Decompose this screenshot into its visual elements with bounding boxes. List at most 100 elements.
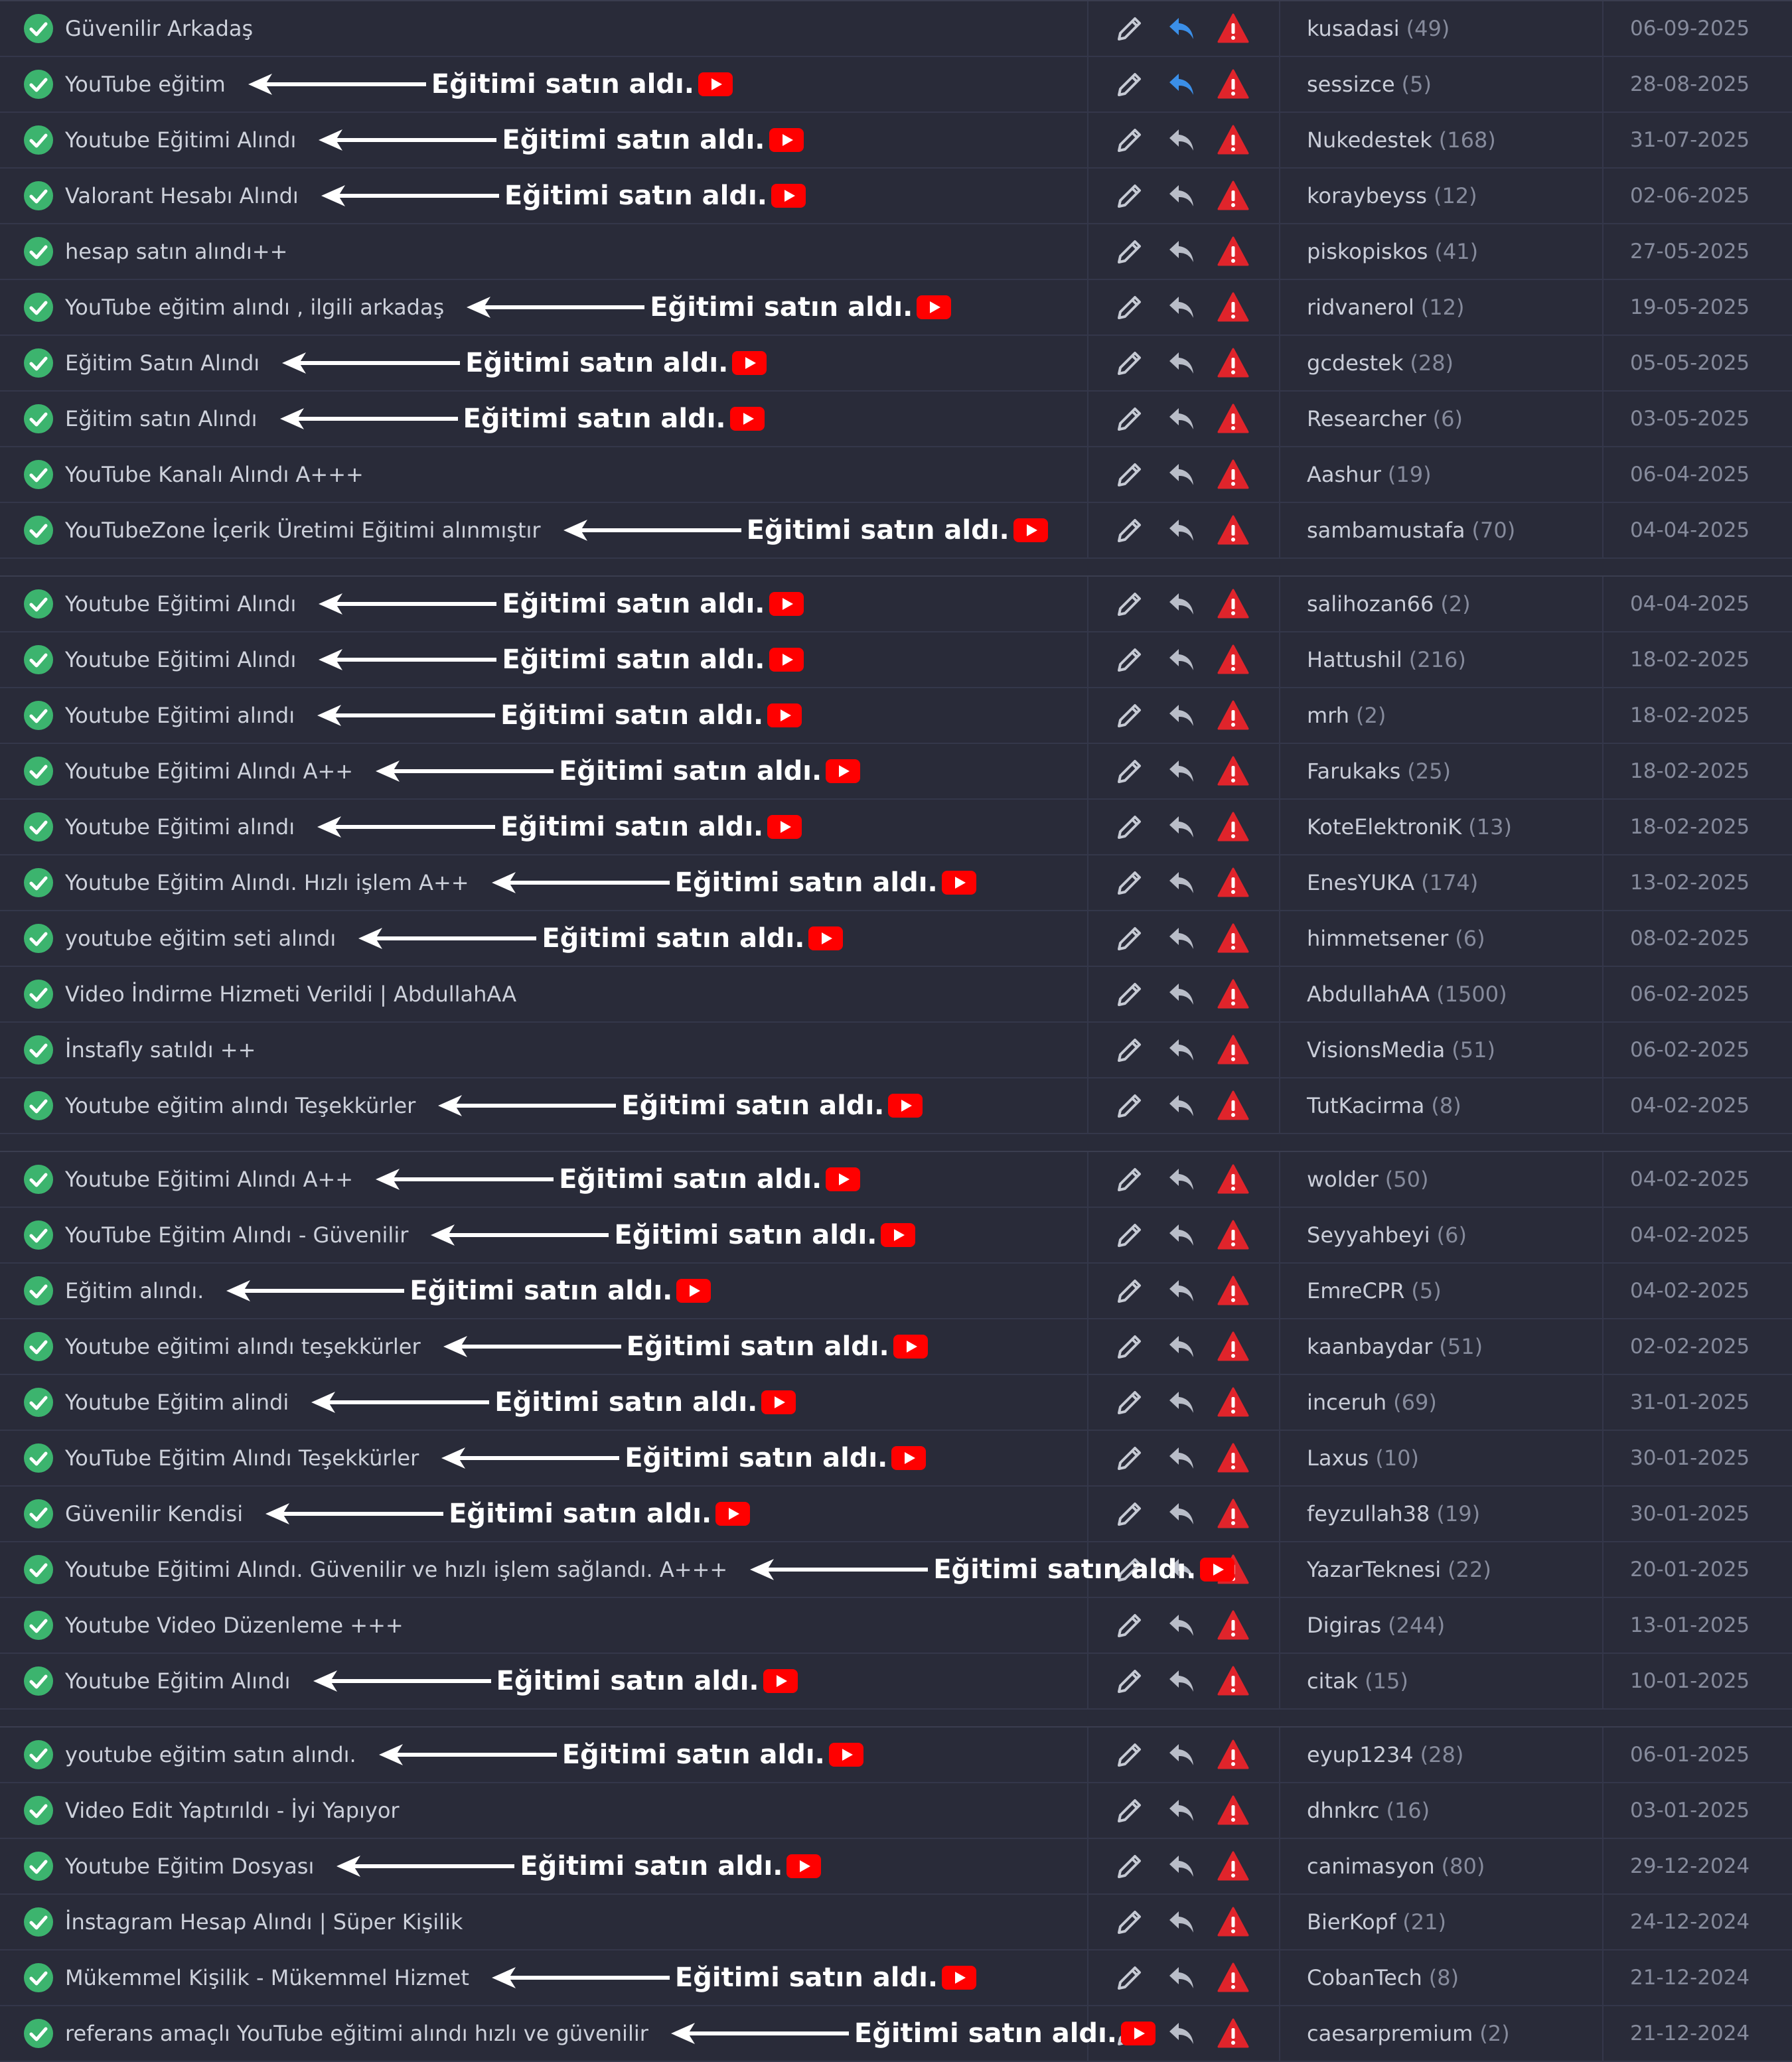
feedback-title[interactable]: referans amaçlı YouTube eğitimi alındı h… bbox=[65, 2021, 648, 2046]
reply-icon[interactable] bbox=[1165, 459, 1197, 490]
reply-icon[interactable] bbox=[1165, 1386, 1197, 1418]
feedback-title[interactable]: Youtube Eğitimi alındı bbox=[65, 703, 295, 728]
edit-icon[interactable] bbox=[1114, 644, 1146, 676]
feedback-title[interactable]: Eğitim alındı. bbox=[65, 1278, 204, 1303]
report-icon[interactable] bbox=[1217, 1665, 1249, 1697]
reply-icon[interactable] bbox=[1165, 1498, 1197, 1530]
report-icon[interactable] bbox=[1217, 644, 1249, 676]
feedback-title[interactable]: Youtube Eğitimi Alındı A++ bbox=[65, 759, 354, 784]
edit-icon[interactable] bbox=[1114, 922, 1146, 954]
user-name[interactable]: AbdullahAA bbox=[1307, 982, 1430, 1007]
edit-icon[interactable] bbox=[1114, 236, 1146, 267]
edit-icon[interactable] bbox=[1114, 68, 1146, 100]
feedback-title[interactable]: YouTubeZone İçerik Üretimi Eğitimi alınm… bbox=[65, 518, 541, 543]
feedback-title[interactable]: hesap satın alındı++ bbox=[65, 239, 288, 264]
edit-icon[interactable] bbox=[1114, 1906, 1146, 1938]
reply-icon[interactable] bbox=[1165, 1906, 1197, 1938]
edit-icon[interactable] bbox=[1114, 1219, 1146, 1251]
report-icon[interactable] bbox=[1217, 1962, 1249, 1994]
user-name[interactable]: dhnkrc bbox=[1307, 1798, 1380, 1823]
feedback-title[interactable]: Youtube Video Düzenleme +++ bbox=[65, 1613, 404, 1638]
report-icon[interactable] bbox=[1217, 347, 1249, 379]
edit-icon[interactable] bbox=[1114, 1962, 1146, 1994]
user-name[interactable]: Laxus bbox=[1307, 1445, 1369, 1471]
edit-icon[interactable] bbox=[1114, 291, 1146, 323]
feedback-title[interactable]: YouTube eğitim bbox=[65, 72, 226, 97]
feedback-title[interactable]: Youtube eğitimi alındı teşekkürler bbox=[65, 1334, 421, 1359]
user-name[interactable]: caesarpremium bbox=[1307, 2021, 1473, 2046]
reply-icon[interactable] bbox=[1165, 1850, 1197, 1882]
report-icon[interactable] bbox=[1217, 811, 1249, 843]
report-icon[interactable] bbox=[1217, 13, 1249, 44]
reply-icon[interactable] bbox=[1165, 514, 1197, 546]
feedback-title[interactable]: youtube eğitim satın alındı. bbox=[65, 1742, 356, 1767]
feedback-title[interactable]: Video Edit Yaptırıldı - İyi Yapıyor bbox=[65, 1798, 400, 1823]
edit-icon[interactable] bbox=[1114, 1498, 1146, 1530]
report-icon[interactable] bbox=[1217, 2018, 1249, 2049]
user-name[interactable]: TutKacirma bbox=[1307, 1093, 1425, 1118]
report-icon[interactable] bbox=[1217, 1386, 1249, 1418]
feedback-title[interactable]: YouTube eğitim alındı , ilgili arkadaş bbox=[65, 295, 445, 320]
edit-icon[interactable] bbox=[1114, 1163, 1146, 1195]
user-name[interactable]: Hattushil bbox=[1307, 647, 1402, 672]
reply-icon[interactable] bbox=[1165, 1739, 1197, 1771]
edit-icon[interactable] bbox=[1114, 1331, 1146, 1362]
user-name[interactable]: Aashur bbox=[1307, 462, 1381, 487]
reply-icon[interactable] bbox=[1165, 1219, 1197, 1251]
user-name[interactable]: wolder bbox=[1307, 1167, 1379, 1192]
edit-icon[interactable] bbox=[1114, 1034, 1146, 1066]
user-name[interactable]: KoteElektroniK bbox=[1307, 814, 1462, 840]
reply-icon[interactable] bbox=[1165, 588, 1197, 620]
edit-icon[interactable] bbox=[1114, 700, 1146, 731]
user-name[interactable]: feyzullah38 bbox=[1307, 1501, 1430, 1526]
feedback-title[interactable]: Eğitim Satın Alındı bbox=[65, 350, 260, 376]
user-name[interactable]: Digiras bbox=[1307, 1613, 1382, 1638]
report-icon[interactable] bbox=[1217, 291, 1249, 323]
report-icon[interactable] bbox=[1217, 922, 1249, 954]
feedback-title[interactable]: İnstafly satıldı ++ bbox=[65, 1037, 256, 1063]
report-icon[interactable] bbox=[1217, 514, 1249, 546]
user-name[interactable]: inceruh bbox=[1307, 1390, 1387, 1415]
edit-icon[interactable] bbox=[1114, 1090, 1146, 1122]
feedback-title[interactable]: Youtube Eğitimi Alındı bbox=[65, 647, 297, 672]
reply-icon[interactable] bbox=[1165, 236, 1197, 267]
reply-icon[interactable] bbox=[1165, 2018, 1197, 2049]
reply-icon[interactable] bbox=[1165, 1275, 1197, 1307]
reply-icon[interactable] bbox=[1165, 978, 1197, 1010]
edit-icon[interactable] bbox=[1114, 1275, 1146, 1307]
edit-icon[interactable] bbox=[1114, 867, 1146, 899]
feedback-title[interactable]: YouTube Eğitim Alındı - Güvenilir bbox=[65, 1222, 409, 1248]
user-name[interactable]: Nukedestek bbox=[1307, 127, 1432, 153]
edit-icon[interactable] bbox=[1114, 347, 1146, 379]
reply-icon[interactable] bbox=[1165, 644, 1197, 676]
user-name[interactable]: gcdestek bbox=[1307, 350, 1404, 376]
edit-icon[interactable] bbox=[1114, 124, 1146, 156]
feedback-title[interactable]: Video İndirme Hizmeti Verildi | Abdullah… bbox=[65, 982, 517, 1007]
user-name[interactable]: mrh bbox=[1307, 703, 1350, 728]
user-name[interactable]: himmetsener bbox=[1307, 926, 1449, 951]
feedback-title[interactable]: YouTube Eğitim Alındı Teşekkürler bbox=[65, 1445, 419, 1471]
report-icon[interactable] bbox=[1217, 1275, 1249, 1307]
reply-icon[interactable] bbox=[1165, 1795, 1197, 1826]
report-icon[interactable] bbox=[1217, 236, 1249, 267]
report-icon[interactable] bbox=[1217, 1795, 1249, 1826]
report-icon[interactable] bbox=[1217, 68, 1249, 100]
report-icon[interactable] bbox=[1217, 1034, 1249, 1066]
edit-icon[interactable] bbox=[1114, 1795, 1146, 1826]
reply-icon[interactable] bbox=[1165, 1034, 1197, 1066]
report-icon[interactable] bbox=[1217, 403, 1249, 435]
feedback-title[interactable]: Youtube Eğitimi alındı bbox=[65, 814, 295, 840]
reply-icon[interactable] bbox=[1165, 1090, 1197, 1122]
user-name[interactable]: EnesYUKA bbox=[1307, 870, 1415, 895]
report-icon[interactable] bbox=[1217, 180, 1249, 212]
edit-icon[interactable] bbox=[1114, 755, 1146, 787]
feedback-title[interactable]: Youtube eğitim alındı Teşekkürler bbox=[65, 1093, 416, 1118]
user-name[interactable]: Researcher bbox=[1307, 406, 1426, 431]
feedback-title[interactable]: Youtube Eğitimi Alındı bbox=[65, 591, 297, 617]
report-icon[interactable] bbox=[1217, 459, 1249, 490]
reply-icon[interactable] bbox=[1165, 811, 1197, 843]
feedback-title[interactable]: Güvenilir Kendisi bbox=[65, 1501, 244, 1526]
user-name[interactable]: EmreCPR bbox=[1307, 1278, 1405, 1303]
edit-icon[interactable] bbox=[1114, 403, 1146, 435]
report-icon[interactable] bbox=[1217, 124, 1249, 156]
